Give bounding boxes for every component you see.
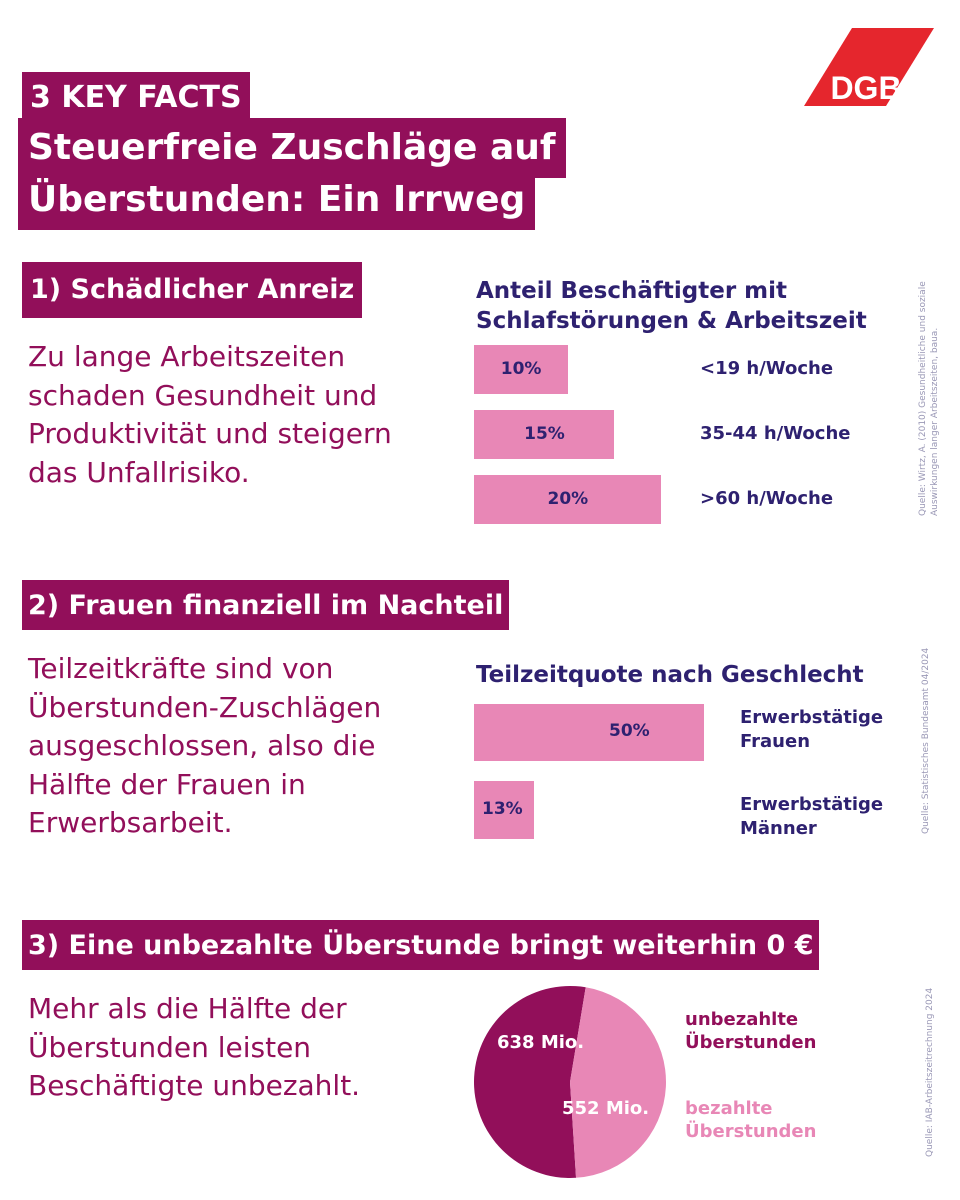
page-title-line-2: Überstunden: Ein Irrweg [18,172,536,230]
chart-1-category-label: >60 h/Woche [700,488,834,509]
chart-1-value-label: 20% [547,489,589,509]
section-2-text-line: Teilzeitkräfte sind von [28,652,334,685]
section-1-heading: 1) Schädlicher Anreiz [22,262,363,318]
section-2-text: Teilzeitkräfte sind von Überstunden-Zusc… [28,650,381,843]
key-facts-label: 3 KEY FACTS [22,72,250,122]
section-1-text-line: Zu lange Arbeitszeiten [28,340,346,373]
page-title-line-1: Steuerfreie Zuschläge auf [18,118,566,178]
chart-2-category-label: Erwerbstätige Männer [740,793,883,841]
section-3-text-line: Beschäftigte unbezahlt. [28,1069,361,1102]
section-1-text-line: schaden Gesundheit und [28,378,378,412]
chart-1-title: Anteil Beschäftigter mit Schlafstörungen… [476,276,867,336]
section-1-source: Quelle: Wirtz, A. (2010) Gesundheitliche… [917,281,941,516]
chart-3-slice [474,986,586,1178]
chart-1-value-label: 15% [524,424,565,444]
section-3-text: Mehr als die Hälfte der Überstunden leis… [28,990,360,1106]
dgb-logo-text: DGB [830,70,901,106]
section-3-text-line: Überstunden leisten [28,1030,312,1064]
chart-2-value-label: 50% [609,721,650,741]
chart-2-category-label: Erwerbstätige Frauen [740,706,883,754]
chart-2-category-label-line: Männer [740,818,817,839]
chart-2-category-label-line: Erwerbstätige [740,794,884,815]
chart-3-value-label: 638 Mio. [497,1032,585,1053]
section-2-text-line: Erwerbsarbeit. [28,806,233,839]
chart-3-legend-line: bezahlte [685,1098,773,1119]
chart-1-category-label: <19 h/Woche [700,358,834,379]
chart-1-category-label: 35-44 h/Woche [700,423,851,444]
chart-3-legend-line: Überstunden [685,1121,817,1142]
chart-3-legend-line: Überstunden [685,1032,817,1053]
section-2-source: Quelle: Statistisches Bundesamt 04/2024 [921,647,931,834]
section-2-heading: 2) Frauen finanziell im Nachteil [22,580,510,630]
source-line: Auswirkungen langer Arbeitszeiten, baua. [930,327,940,516]
chart-2-category-label-line: Erwerbstätige [740,707,884,728]
dgb-logo: DGB [804,28,934,106]
chart-1-title-line: Schlafstörungen & Arbeitszeit [476,308,867,334]
chart-3-slice [570,987,666,1178]
section-2-text-line: ausgeschlossen, also die [28,729,376,762]
chart-1-bar [474,410,615,459]
chart-1-value-label: 10% [500,359,542,379]
chart-3-legend-label: bezahlte Überstunden [685,1097,816,1143]
source-line: Quelle: Wirtz, A. (2010) Gesundheitliche… [918,281,928,516]
chart-3-legend-line: unbezahlte [685,1009,799,1030]
chart-1-title-line: Anteil Beschäftigter mit [476,278,788,304]
section-2-text-line: Überstunden-Zuschlägen [28,690,382,724]
chart-2-category-label-line: Frauen [740,731,811,752]
chart-2-value-label: 13% [482,799,523,819]
chart-1-bar [474,475,661,524]
section-1-text-line: Produktivität und steigern [28,417,392,450]
section-3-heading: 3) Eine unbezahlte Überstunde bringt wei… [22,920,820,970]
section-3-text-line: Mehr als die Hälfte der [28,992,347,1025]
section-3-source: Quelle: IAB-Arbeitszeitrechnung 2024 [925,987,935,1157]
section-1-text-line: das Unfallrisiko. [28,455,250,489]
chart-1-bar [474,345,568,394]
section-2-text-line: Hälfte der Frauen in [28,767,306,801]
chart-2-bar [474,704,704,761]
chart-2-title: Teilzeitquote nach Geschlecht [476,662,864,688]
chart-3-value-label: 552 Mio. [562,1098,650,1119]
chart-3-legend-label: unbezahlte Überstunden [685,1008,816,1054]
chart-3-pie [474,986,666,1178]
chart-2-bar [474,781,534,839]
section-1-text: Zu lange Arbeitszeiten schaden Gesundhei… [28,338,392,492]
